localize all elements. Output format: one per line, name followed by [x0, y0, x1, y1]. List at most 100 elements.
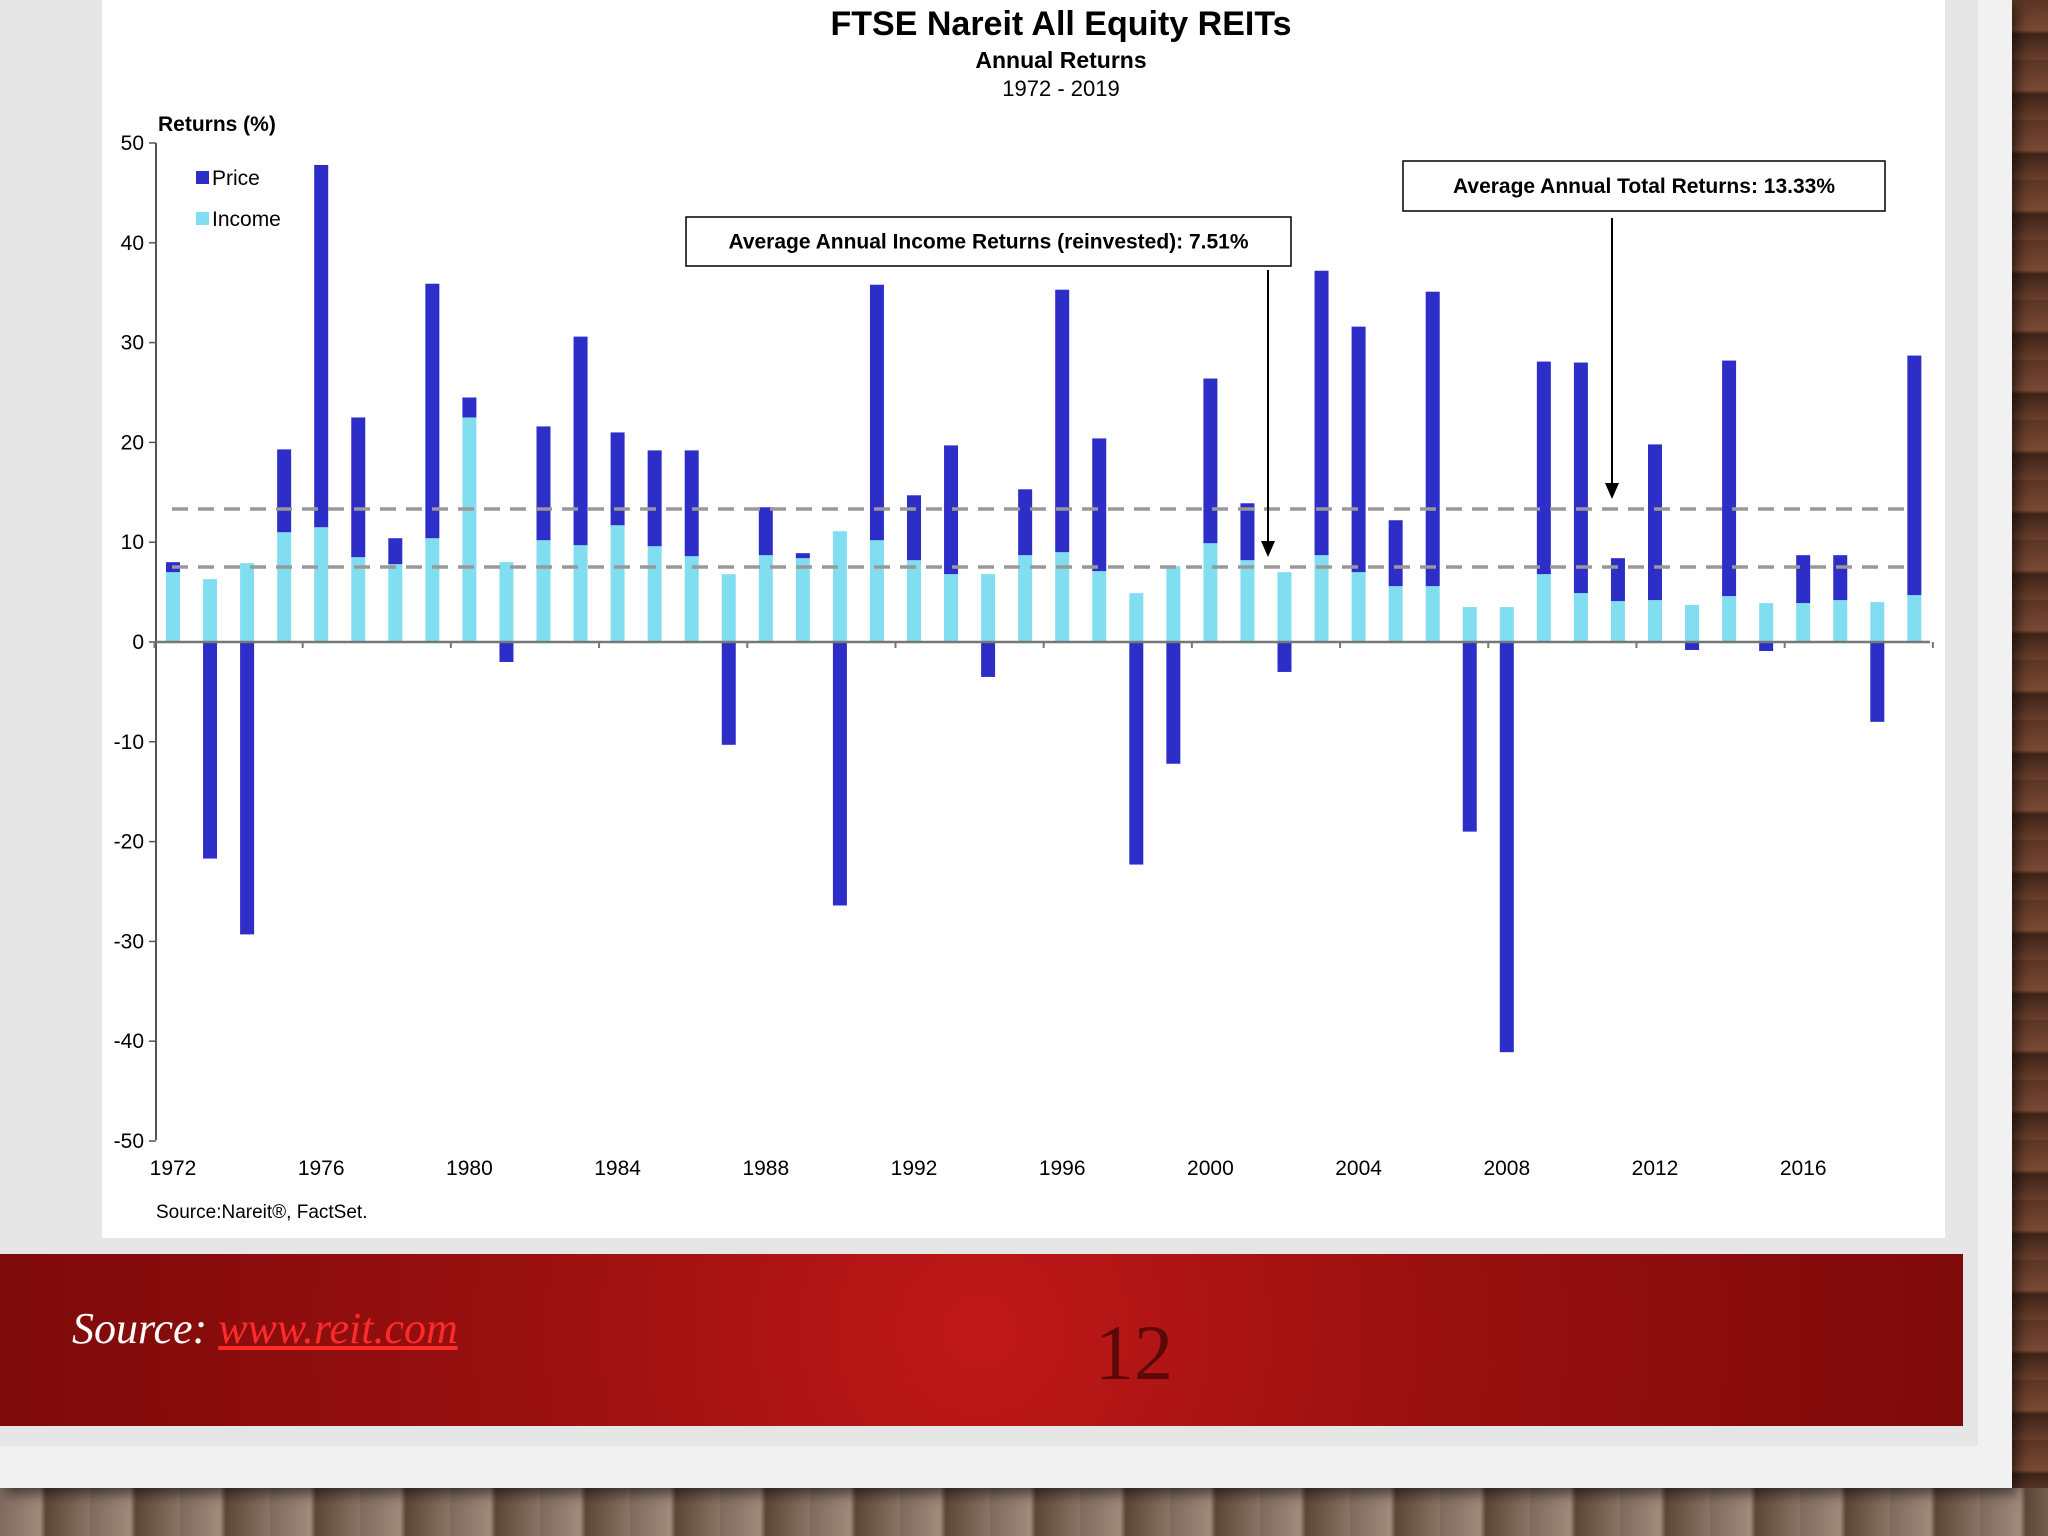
income-bar-1994 [981, 574, 996, 642]
y-tick-label: 20 [121, 431, 144, 454]
source-link[interactable]: www.reit.com [218, 1304, 458, 1353]
income-bar-2012 [1648, 600, 1662, 642]
legend-price-label: Price [212, 167, 260, 190]
income-bar-2017 [1833, 600, 1848, 642]
slide-content: FTSE Nareit All Equity REITs Annual Retu… [0, 0, 1978, 1446]
x-tick-label: 2000 [1187, 1157, 1234, 1180]
x-tick-label: 1988 [742, 1157, 789, 1180]
price-bar-2011 [1610, 558, 1625, 602]
income-bar-1979 [425, 538, 440, 642]
income-bar-1997 [1092, 571, 1107, 642]
income-bar-1982 [536, 540, 551, 642]
chart-source-note: Source:Nareit®, FactSet. [156, 1202, 367, 1223]
income-bar-1996 [1055, 552, 1070, 642]
income-bar-1984 [610, 525, 625, 642]
y-axis-label: Returns (%) [158, 113, 276, 136]
income-bar-2009 [1536, 574, 1551, 642]
y-tick-label: 30 [121, 332, 144, 355]
price-bar-1987 [721, 642, 736, 745]
income-bar-1986 [684, 556, 699, 642]
annotation-box-1 [685, 216, 1292, 267]
price-bar-1989 [795, 553, 810, 559]
price-bar-2005 [1388, 520, 1403, 587]
y-tick-label: -40 [114, 1030, 144, 1053]
x-tick-label: 2004 [1335, 1157, 1382, 1180]
y-tick-label: -10 [114, 731, 144, 754]
income-bar-2019 [1907, 595, 1922, 642]
income-bar-1999 [1166, 566, 1181, 642]
price-bar-2019 [1907, 355, 1922, 596]
y-tick-label: -30 [114, 930, 144, 953]
x-tick-label: 1976 [298, 1157, 345, 1180]
price-bar-1980 [462, 397, 477, 418]
income-bar-2013 [1685, 605, 1700, 642]
price-bar-1988 [758, 507, 773, 556]
income-bar-1992 [907, 560, 921, 642]
price-bar-2009 [1536, 361, 1551, 575]
legend-price-swatch [196, 171, 209, 184]
income-bar-2000 [1203, 543, 1218, 642]
price-bar-2013 [1685, 642, 1700, 650]
income-bar-2010 [1573, 593, 1588, 642]
price-bar-1975 [277, 449, 292, 533]
price-bar-2012 [1648, 444, 1662, 601]
income-bar-1980 [462, 417, 477, 642]
price-bar-1992 [907, 495, 921, 561]
x-tick-label: 2008 [1483, 1157, 1530, 1180]
price-bar-2016 [1796, 555, 1811, 604]
chart-period: 1972 - 2019 [1002, 76, 1119, 101]
income-bar-2002 [1277, 572, 1292, 642]
income-bar-2008 [1499, 607, 1514, 642]
price-bar-1983 [573, 336, 588, 546]
income-bar-1985 [647, 546, 662, 642]
y-tick-label: -20 [114, 831, 144, 854]
price-bar-2015 [1759, 642, 1774, 651]
income-bar-1973 [203, 579, 218, 642]
income-bar-1989 [795, 558, 810, 642]
income-bar-2014 [1722, 596, 1737, 642]
price-bar-1974 [240, 642, 255, 935]
footer-source-prefix: Source: [72, 1304, 208, 1353]
income-bar-2016 [1796, 603, 1811, 642]
x-tick-label: 1996 [1039, 1157, 1086, 1180]
income-bar-2015 [1759, 603, 1774, 642]
footer-source: Source: www.reit.com [72, 1303, 458, 1354]
y-tick-label: 10 [121, 531, 144, 554]
page-number: 12 [1095, 1309, 1173, 1396]
price-bar-2002 [1277, 642, 1292, 672]
y-tick-label: 50 [121, 132, 144, 155]
income-bar-2006 [1425, 586, 1440, 642]
income-bar-1981 [499, 562, 514, 642]
income-bar-1983 [573, 545, 588, 642]
price-bar-2008 [1499, 642, 1514, 1053]
income-bar-1977 [351, 557, 366, 642]
price-bar-2014 [1722, 360, 1737, 597]
income-bar-1974 [240, 563, 255, 642]
price-bar-1991 [869, 284, 884, 541]
price-bar-1994 [981, 642, 996, 677]
price-bar-1996 [1055, 289, 1070, 553]
footer-band [0, 1254, 1963, 1426]
income-bar-1993 [944, 574, 959, 642]
income-bar-2018 [1870, 602, 1885, 642]
chart-title: FTSE Nareit All Equity REITs [831, 5, 1292, 43]
legend-income-swatch [196, 212, 209, 225]
brick-wall-background-bottom [0, 1488, 2048, 1536]
price-bar-2007 [1462, 642, 1477, 832]
price-bar-1997 [1092, 438, 1107, 572]
price-bar-2004 [1351, 326, 1366, 573]
x-tick-label: 1972 [150, 1157, 197, 1180]
y-tick-label: 0 [132, 631, 144, 654]
income-bar-1972 [166, 572, 180, 642]
x-tick-label: 1984 [594, 1157, 641, 1180]
income-bar-2003 [1314, 555, 1329, 642]
x-tick-label: 2012 [1632, 1157, 1679, 1180]
price-bar-1979 [425, 283, 440, 539]
reit-annual-returns-chart: FTSE Nareit All Equity REITs Annual Retu… [114, 5, 1934, 1223]
annotation-text-1: Average Annual Income Returns (reinveste… [728, 231, 1248, 254]
x-tick-label: 1992 [891, 1157, 938, 1180]
income-bar-2004 [1351, 572, 1366, 642]
annotation-arrowhead-1 [1261, 541, 1275, 558]
price-bar-1976 [314, 164, 329, 528]
chart-subtitle: Annual Returns [975, 47, 1146, 73]
